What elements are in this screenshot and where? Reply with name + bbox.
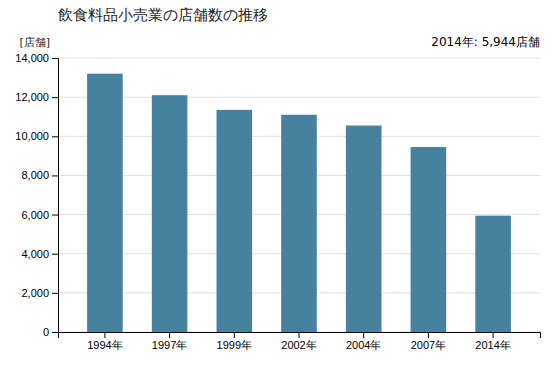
x-tick: 1999年: [217, 332, 252, 351]
x-tick-label: 2007年: [411, 339, 446, 351]
chart: 0 2,000 4,000 6,000 8,000 10,000 12,000 14,000 1…: [0, 0, 560, 366]
x-tick-mark: [428, 332, 429, 338]
y-tick-mark: [52, 254, 58, 255]
y-tick-label: 6,000: [21, 209, 49, 221]
y-tick-mark: [52, 293, 58, 294]
y-tick: 14,000: [15, 52, 58, 64]
x-tick-mark: [104, 332, 105, 338]
y-tick-label: 2,000: [21, 287, 49, 299]
x-axis-line: [59, 333, 541, 339]
x-tick-label: 1999年: [217, 339, 252, 351]
title: 飲食料品小売業の店舗数の推移: [58, 6, 268, 24]
bar: [152, 95, 188, 332]
x-tick-mark: [234, 332, 235, 338]
y-tick: 8,000: [21, 169, 58, 181]
y-tick: 2,000: [21, 287, 58, 299]
x-tick-mark: [363, 332, 364, 338]
y-axis-line: [52, 59, 59, 333]
x-tick-label: 2014年: [475, 339, 510, 351]
bar: [87, 74, 123, 332]
y-tick-mark: [52, 97, 58, 98]
x-tick-mark: [493, 332, 494, 338]
y-axis-title: [店舗]: [19, 36, 50, 49]
bar: [411, 147, 447, 332]
y-tick-label: 8,000: [21, 169, 49, 181]
y-tick-mark: [52, 215, 58, 216]
x-tick-label: 1994年: [87, 339, 122, 351]
y-axis: 0 2,000 4,000 6,000 8,000 10,000 12,000 14,000: [15, 52, 58, 338]
x-axis: 1994年 1997年 1999年 2002年 2004年 2007年 2014年: [59, 332, 541, 351]
x-tick: 2004年: [346, 332, 381, 351]
bar: [346, 126, 382, 332]
y-tick-label: 10,000: [15, 130, 49, 142]
bar: [217, 110, 253, 332]
x-tick-mark: [169, 332, 170, 338]
y-tick: 0: [43, 326, 58, 338]
grid-line: [58, 97, 540, 98]
x-tick-label: 2002年: [281, 339, 316, 351]
x-tick: 2002年: [281, 332, 316, 351]
y-tick-label: 0: [43, 326, 49, 338]
x-tick: 2007年: [411, 332, 446, 351]
bars: [87, 74, 511, 332]
y-tick-label: 12,000: [15, 91, 49, 103]
y-tick-label: 4,000: [21, 248, 49, 260]
bar: [281, 115, 317, 332]
y-tick: 6,000: [21, 209, 58, 221]
x-tick-label: 2004年: [346, 339, 381, 351]
grid-line: [58, 58, 540, 59]
annotation: 2014年: 5,944店舗: [431, 35, 540, 49]
x-tick-mark: [299, 332, 300, 338]
x-tick: 1997年: [152, 332, 187, 351]
x-tick: 2014年: [475, 332, 510, 351]
x-tick-label: 1997年: [152, 339, 187, 351]
y-tick-label: 14,000: [15, 52, 49, 64]
bar: [475, 216, 511, 332]
x-tick: 1994年: [87, 332, 122, 351]
y-tick-mark: [52, 332, 58, 333]
y-tick-mark: [52, 58, 58, 59]
y-tick: 12,000: [15, 91, 58, 103]
y-tick-mark: [52, 175, 58, 176]
grid: [58, 58, 540, 332]
y-tick: 4,000: [21, 248, 58, 260]
y-tick-mark: [52, 136, 58, 137]
y-tick: 10,000: [15, 130, 58, 142]
plot: 0 2,000 4,000 6,000 8,000 10,000 12,000 14,000 1…: [15, 52, 540, 351]
